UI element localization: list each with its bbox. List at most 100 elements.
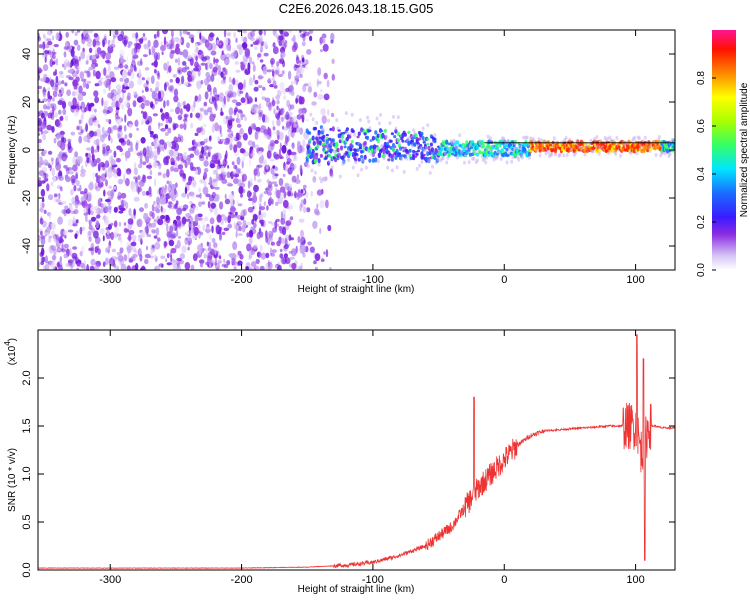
spectral-halo-blob xyxy=(658,135,661,139)
spectral-noise-blob xyxy=(170,30,174,38)
spectral-noise-blob xyxy=(137,186,140,195)
spectral-noise-blob xyxy=(108,133,111,142)
spectral-noise-blob xyxy=(195,43,198,49)
spectral-noise-blob xyxy=(294,64,300,68)
spectral-noise-blob xyxy=(267,220,273,224)
spectral-noise-blob xyxy=(87,139,91,143)
spectral-noise-blob xyxy=(68,76,74,81)
spectral-noise-blob xyxy=(108,82,111,92)
spectral-noise-blob xyxy=(223,116,228,125)
spectral-noise-blob xyxy=(93,230,99,239)
spectral-noise-blob xyxy=(270,241,275,246)
spectral-noise-blob xyxy=(235,102,242,106)
spectral-noise-blob xyxy=(279,253,284,259)
spectral-noise-blob xyxy=(166,44,172,50)
spectral-halo-blob xyxy=(419,146,423,151)
spectral-halo-blob xyxy=(361,157,365,162)
spectral-noise-blob xyxy=(274,69,280,75)
spectral-noise-blob xyxy=(240,61,245,65)
spectral-noise-blob xyxy=(41,174,46,179)
spectral-noise-blob xyxy=(215,193,220,202)
spectral-noise-blob xyxy=(216,214,222,223)
spectral-noise-blob xyxy=(248,77,253,86)
x-tick-label: -200 xyxy=(231,574,253,586)
spectral-noise-blob xyxy=(107,224,112,230)
spectral-noise-blob xyxy=(54,112,58,118)
spectral-signal-blob xyxy=(322,134,326,139)
spectral-noise-blob xyxy=(71,57,77,66)
spectral-noise-blob xyxy=(201,146,205,155)
spectral-noise-blob xyxy=(262,159,267,166)
spectral-noise-blob xyxy=(93,32,99,38)
spectral-noise-blob xyxy=(88,224,93,231)
spectral-noise-blob xyxy=(153,39,159,48)
spectral-noise-blob xyxy=(273,191,276,197)
spectral-signal-blob xyxy=(432,150,436,156)
spectral-noise-blob xyxy=(97,124,101,129)
spectral-signal-blob xyxy=(374,157,378,163)
spectral-signal-blob xyxy=(487,154,491,157)
spectral-signal-blob xyxy=(397,152,401,156)
spectral-noise-blob xyxy=(258,74,263,81)
spectral-signal-blob xyxy=(376,138,380,144)
spectral-noise-blob xyxy=(234,211,238,216)
spectral-noise-blob xyxy=(103,33,108,41)
spectral-noise-blob xyxy=(286,161,290,165)
spectral-noise-blob xyxy=(55,32,60,41)
spectral-noise-blob xyxy=(60,87,65,95)
spectral-noise-blob xyxy=(214,246,217,256)
spectral-noise-blob xyxy=(151,204,155,212)
spectral-noise-blob xyxy=(133,66,138,72)
spectral-noise-blob xyxy=(283,244,289,250)
spectral-noise-blob xyxy=(42,133,47,141)
spectral-noise-blob xyxy=(113,220,118,228)
spectral-noise-blob xyxy=(143,37,147,41)
spectral-halo-blob xyxy=(490,149,494,153)
spectral-noise-blob xyxy=(285,120,292,128)
spectral-noise-blob xyxy=(102,39,105,48)
spectral-noise-blob xyxy=(129,80,135,89)
spectral-noise-blob xyxy=(280,107,285,115)
spectral-halo-blob xyxy=(312,175,316,180)
spectral-noise-blob xyxy=(150,75,155,84)
spectral-noise-blob xyxy=(206,62,209,71)
spectral-noise-blob xyxy=(181,192,187,198)
spectral-noise-blob xyxy=(291,252,295,256)
spectral-noise-blob xyxy=(55,58,59,66)
spectral-signal-blob xyxy=(380,148,384,152)
spectral-noise-blob xyxy=(232,199,235,205)
spectral-noise-blob xyxy=(309,35,313,42)
spectral-noise-blob xyxy=(66,61,71,68)
spectral-noise-blob xyxy=(271,120,275,127)
spectral-noise-blob xyxy=(259,231,264,238)
spectral-noise-blob xyxy=(274,220,278,229)
spectral-noise-blob xyxy=(273,151,277,159)
spectral-noise-blob xyxy=(180,108,183,116)
spectral-noise-blob xyxy=(112,259,115,267)
spectral-noise-blob xyxy=(71,178,75,186)
spectral-noise-blob xyxy=(153,235,158,239)
spectral-noise-blob xyxy=(287,167,293,175)
spectral-noise-blob xyxy=(223,258,226,263)
spectral-noise-blob xyxy=(263,128,268,136)
spectral-signal-blob xyxy=(337,129,341,132)
spectral-noise-blob xyxy=(153,200,156,206)
chart-title: C2E6.2026.043.18.15.G05 xyxy=(279,1,434,16)
spectral-halo-blob xyxy=(591,149,595,154)
spectral-noise-blob xyxy=(117,191,122,199)
spectral-noise-blob xyxy=(193,139,196,145)
spectral-noise-blob xyxy=(276,240,281,247)
spectral-halo-blob xyxy=(473,149,477,154)
spectral-signal-blob xyxy=(387,145,391,149)
spectral-noise-blob xyxy=(187,56,193,60)
spectral-noise-blob xyxy=(214,262,221,270)
spectral-noise-blob xyxy=(85,103,92,112)
spectral-noise-blob xyxy=(104,215,109,224)
spectral-noise-blob xyxy=(174,244,178,250)
spectral-noise-blob xyxy=(331,58,335,64)
spectral-halo-blob xyxy=(426,123,430,128)
spectral-noise-blob xyxy=(47,96,52,102)
spectral-signal-blob xyxy=(467,147,471,152)
spectral-noise-blob xyxy=(71,252,78,259)
spectral-noise-blob xyxy=(228,132,234,139)
